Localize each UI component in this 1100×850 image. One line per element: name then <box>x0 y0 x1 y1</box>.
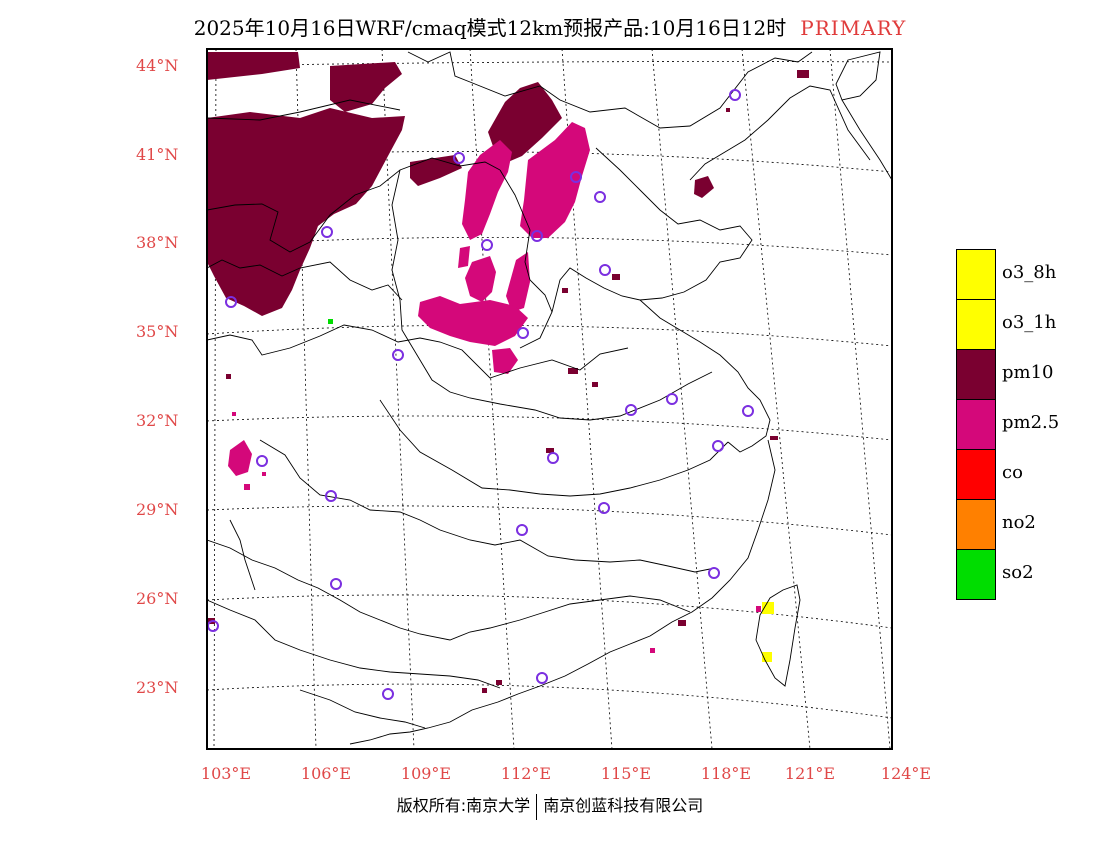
lat-label-35: 35°N <box>136 322 179 341</box>
legend-label-so2: so2 <box>1002 562 1034 583</box>
lat-label-32: 32°N <box>136 411 179 430</box>
legend-label-o3-8h: o3_8h <box>1002 262 1057 283</box>
footer-separator <box>536 793 538 820</box>
lat-label-26: 26°N <box>136 589 179 608</box>
legend-label-co: co <box>1002 462 1023 483</box>
lat-label-23: 23°N <box>136 678 179 697</box>
pm10-areas <box>207 52 809 693</box>
copyright-right: 南京创蓝科技有限公司 <box>543 796 704 815</box>
legend-swatch-no2 <box>956 499 996 550</box>
copyright-left: 版权所有:南京大学 <box>396 796 531 815</box>
boundaries <box>207 51 892 745</box>
legend-swatch-co <box>956 449 996 500</box>
so2-spot <box>328 319 333 324</box>
legend-label-pm25: pm2.5 <box>1002 412 1060 433</box>
pm25-areas <box>228 122 761 653</box>
title-main: 2025年10月16日WRF/cmaq模式12km预报产品:10月16日12时 <box>193 16 787 40</box>
lon-label-115: 115°E <box>600 764 652 783</box>
lon-label-124: 124°E <box>880 764 932 783</box>
lat-label-29: 29°N <box>136 500 179 519</box>
legend-swatch-so2 <box>956 549 996 600</box>
legend-swatch-o3-8h <box>956 249 996 300</box>
legend-swatch-pm10 <box>956 349 996 400</box>
lon-label-103: 103°E <box>200 764 252 783</box>
legend-swatch-o3-1h <box>956 299 996 350</box>
lon-label-121: 121°E <box>784 764 836 783</box>
lon-label-109: 109°E <box>400 764 452 783</box>
legend-label-o3-1h: o3_1h <box>1002 312 1057 333</box>
map-title: 2025年10月16日WRF/cmaq模式12km预报产品:10月16日12时 P… <box>0 12 1100 41</box>
lat-label-38: 38°N <box>136 233 179 252</box>
lon-label-118: 118°E <box>700 764 752 783</box>
lat-label-44: 44°N <box>136 56 179 75</box>
legend-swatch-pm25 <box>956 399 996 450</box>
map-frame <box>206 48 893 750</box>
legend-label-pm10: pm10 <box>1002 362 1054 383</box>
station-markers <box>207 89 754 700</box>
lon-label-106: 106°E <box>300 764 352 783</box>
copyright-footer: 版权所有:南京大学 南京创蓝科技有限公司 <box>0 792 1100 820</box>
legend-label-no2: no2 <box>1002 512 1036 533</box>
map-content <box>207 49 892 749</box>
lon-label-112: 112°E <box>500 764 552 783</box>
title-tag: PRIMARY <box>800 16 907 40</box>
o3-areas <box>762 602 774 662</box>
lat-label-41: 41°N <box>136 145 179 164</box>
